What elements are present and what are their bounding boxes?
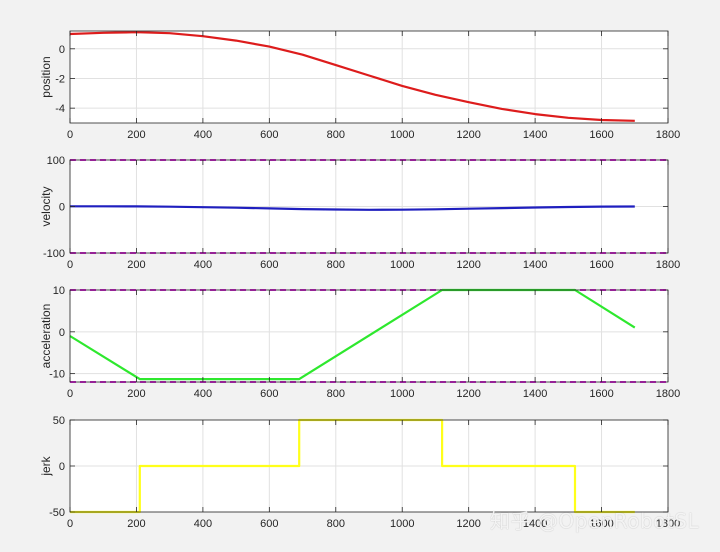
x-tick-label: 1400 — [523, 518, 547, 530]
plot-area — [70, 31, 668, 123]
y-tick-label: 100 — [47, 155, 65, 167]
x-tick-label: 200 — [127, 388, 145, 400]
x-tick-label: 1400 — [523, 129, 547, 141]
y-tick-label: -4 — [55, 103, 65, 115]
x-tick-label: 800 — [327, 518, 345, 530]
x-tick-label: 0 — [67, 129, 73, 141]
y-tick-label: 0 — [59, 327, 65, 339]
x-tick-label: 0 — [67, 259, 73, 271]
y-axis-label: jerk — [39, 455, 53, 476]
x-tick-label: 1600 — [589, 518, 613, 530]
series-line — [69, 31, 635, 122]
x-tick-label: 200 — [127, 129, 145, 141]
x-tick-label: 1800 — [656, 129, 680, 141]
y-tick-label: -10 — [49, 369, 65, 381]
x-tick-label: 0 — [67, 518, 73, 530]
x-tick-label: 0 — [67, 388, 73, 400]
y-tick-label: -50 — [49, 507, 65, 519]
x-tick-label: 600 — [260, 129, 278, 141]
x-tick-label: 1600 — [589, 129, 613, 141]
x-tick-label: 1000 — [390, 129, 414, 141]
series-line — [70, 205, 635, 211]
x-tick-label: 1200 — [456, 388, 480, 400]
y-tick-label: 0 — [59, 202, 65, 214]
x-tick-label: 1400 — [523, 259, 547, 271]
x-tick-label: 1800 — [656, 518, 680, 530]
axes-box — [69, 289, 669, 383]
x-tick-label: 1000 — [390, 518, 414, 530]
x-tick-label: 800 — [327, 259, 345, 271]
x-tick-label: 1000 — [390, 259, 414, 271]
x-tick-label: 1600 — [589, 259, 613, 271]
axes-box — [69, 30, 669, 124]
subplot-2: 0 200 400 600 800 1000 1200 1400 1600 18001000-10… — [39, 155, 680, 271]
x-tick-label: 600 — [260, 518, 278, 530]
x-tick-label: 800 — [327, 388, 345, 400]
x-tick-label: 200 — [127, 518, 145, 530]
x-tick-label: 600 — [260, 259, 278, 271]
subplot-3: 0 200 400 600 800 1000 1200 1400 1600 1800100-10a… — [39, 285, 680, 400]
x-tick-label: 1400 — [523, 388, 547, 400]
y-tick-label: 50 — [53, 415, 65, 427]
x-tick-label: 400 — [194, 388, 212, 400]
series-line — [69, 288, 636, 381]
y-axis-label: acceleration — [39, 304, 53, 369]
x-tick-label: 1600 — [589, 388, 613, 400]
y-axis-label: velocity — [39, 186, 53, 226]
y-tick-label: 0 — [59, 44, 65, 56]
x-tick-label: 600 — [260, 388, 278, 400]
y-tick-label: 10 — [53, 285, 65, 297]
x-tick-label: 800 — [327, 129, 345, 141]
x-tick-label: 1800 — [656, 388, 680, 400]
x-tick-label: 1200 — [456, 518, 480, 530]
subplot-4: 0 200 400 600 800 1000 1200 1400 1600 1800500-50j… — [39, 415, 680, 530]
watermark: 知乎 @OpenRobotSL — [490, 509, 700, 533]
x-tick-label: 400 — [194, 259, 212, 271]
x-tick-label: 400 — [194, 129, 212, 141]
x-tick-label: 1200 — [456, 259, 480, 271]
x-tick-label: 1000 — [390, 388, 414, 400]
y-tick-label: -100 — [43, 248, 65, 260]
subplot-1: 0 200 400 600 800 1000 1200 1400 1600 1800 0 -2 -4po… — [39, 30, 680, 141]
y-axis-label: position — [39, 56, 53, 97]
y-tick-label: -2 — [55, 73, 65, 85]
x-tick-label: 200 — [127, 259, 145, 271]
x-tick-label: 1800 — [656, 259, 680, 271]
x-tick-label: 1200 — [456, 129, 480, 141]
x-tick-label: 400 — [194, 518, 212, 530]
y-tick-label: 0 — [59, 461, 65, 473]
